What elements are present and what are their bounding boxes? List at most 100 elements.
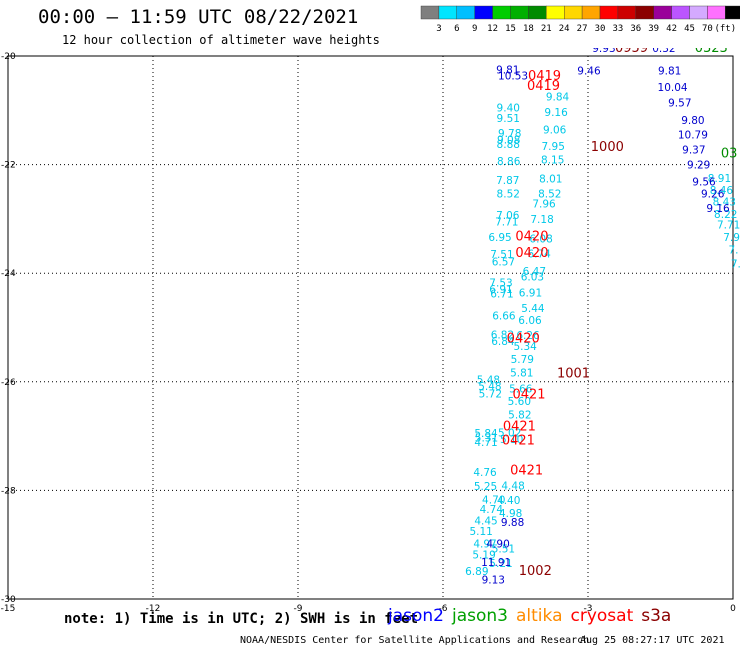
colorbar-swatch — [599, 5, 619, 20]
colorbar-label: 36 — [630, 24, 641, 34]
wave-height-label: 6.91 — [489, 284, 512, 296]
wave-height-label: 10.04 — [658, 82, 688, 94]
wave-height-label: 0421 — [503, 419, 536, 434]
wave-height-label: 9.57 — [668, 98, 691, 110]
legend-jason3: jason3 — [452, 606, 508, 626]
colorbar-label: 27 — [577, 24, 588, 34]
x-tick-label: 0 — [730, 604, 736, 614]
wave-height-label: 0420 — [515, 229, 548, 244]
wave-height-label: 9.46 — [577, 66, 601, 78]
colorbar-label: 9 — [472, 24, 477, 34]
colorbar-swatch — [420, 5, 440, 20]
wave-height-label: 9.40 — [497, 103, 520, 115]
wave-height-label: 4.90 — [486, 539, 509, 551]
wave-height-label: 9.08 — [497, 135, 520, 147]
wave-height-label: 9.84 — [546, 92, 570, 104]
wave-height-label: 1001 — [557, 367, 590, 382]
colorbar-label: 45 — [684, 24, 695, 34]
plot-frame — [7, 55, 734, 600]
wave-height-label: 6.95 — [488, 232, 511, 244]
wave-height-label: 7.51 — [490, 249, 513, 261]
x-tick-label: -15 — [1, 604, 16, 614]
wave-height-label: 4.74 — [480, 504, 504, 516]
wave-height-label: 1002 — [519, 564, 552, 579]
wave-height-label: 8.15 — [541, 155, 564, 167]
wave-height-label: 5.19 — [472, 549, 495, 561]
y-tick-label: -24 — [1, 269, 16, 279]
wave-height-label: 0323 — [695, 41, 728, 56]
wave-height-label: 6.82 — [491, 330, 514, 342]
wave-height-label: 6.91 — [519, 288, 542, 300]
wave-height-label: 4.76 — [473, 467, 497, 479]
colorbar-swatch — [528, 5, 547, 20]
axes: -15 -12 -9 -6 -3 0-20-22-24-26-28-30 — [1, 52, 736, 614]
wave-height-label: 6.06 — [518, 315, 542, 327]
wave-height-label: 6.71 — [490, 288, 513, 300]
wave-height-label: 0419 — [528, 69, 561, 84]
wave-height-label: 7. — [728, 244, 738, 256]
wave-height-label: 0.32 — [652, 43, 675, 55]
wave-height-label: 8.88 — [497, 139, 520, 151]
colorbar-swatch — [581, 5, 601, 20]
colorbar-swatch — [474, 5, 493, 20]
wave-height-label: 4.98 — [499, 508, 522, 520]
colorbar-label: 42 — [666, 24, 677, 34]
colorbar: 3 6 9 12 15 18 21 24 27 30 33 36 39 42 45 70 (ft) — [420, 5, 740, 34]
wave-height-label: 5.60 — [508, 396, 531, 408]
wave-height-label: 9.93 — [592, 43, 615, 55]
wave-height-label: 9.06 — [543, 124, 567, 136]
wave-height-label: 9.16 — [706, 203, 730, 215]
wave-height-label: 8.46 — [710, 185, 734, 197]
wave-height-label: 9.88 — [501, 517, 524, 529]
colorbar-swatch — [725, 5, 740, 20]
note-text: note: 1) Time is in UTC; 2) SWH is in fe… — [64, 611, 419, 627]
wave-height-label: 6.66 — [492, 311, 516, 323]
wave-height-label: 7. — [731, 258, 740, 270]
wave-height-label: 5.51 — [492, 544, 515, 556]
colorbar-swatch — [564, 5, 583, 20]
wave-height-label: 6.57 — [492, 256, 515, 268]
satellite-legend: jason2 jason3 altika cryosat s3a — [388, 606, 679, 626]
wave-height-label: 5.11 — [469, 526, 492, 538]
wave-height-label: 6.08 — [529, 233, 552, 245]
wave-height-label: 10.53 — [498, 71, 528, 83]
credit-text: NOAA/NESDIS Center for Satellite Applica… — [240, 635, 590, 646]
wave-height-label: 7.06 — [496, 210, 520, 222]
wave-height-label: 5.66 — [509, 383, 533, 395]
wave-height-label: 7.9 — [723, 232, 740, 244]
legend-jason2: jason2 — [388, 606, 444, 626]
colorbar-label: 21 — [541, 24, 552, 34]
wave-height-label: 0959 — [615, 41, 648, 56]
wave-height-label: 7.18 — [530, 214, 553, 226]
colorbar-label: 24 — [559, 24, 570, 34]
wave-height-label: 6.89 — [465, 566, 488, 578]
wave-height-label: 4.71 — [474, 437, 497, 449]
wave-height-label: 5.25 — [474, 481, 497, 493]
wave-height-label: 7.96 — [532, 199, 556, 211]
wave-height-label: 0419 — [527, 79, 560, 94]
legend-altika: altika — [516, 606, 563, 626]
x-tick-label: -9 — [294, 604, 303, 614]
colorbar-swatch — [617, 5, 637, 20]
wave-height-label: 9.26 — [701, 188, 725, 200]
wave-height-label: 11.91 — [481, 557, 511, 569]
wave-height-label: 7.71 — [495, 217, 518, 229]
wave-height-label: 4.45 — [474, 515, 497, 527]
wave-height-label: 8.01 — [539, 174, 562, 186]
colorbar-label: 6 — [454, 24, 459, 34]
generated-timestamp: Aug 25 08:27:17 UTC 2021 — [580, 635, 725, 646]
colorbar-label: 15 — [505, 24, 516, 34]
wave-height-label: 9.56 — [692, 176, 716, 188]
colorbar-swatch — [492, 5, 511, 20]
wave-height-label: 5.79 — [511, 354, 534, 366]
wave-height-label: 9.81 — [496, 65, 519, 77]
y-tick-label: -26 — [1, 378, 16, 388]
colorbar-swatch — [707, 5, 726, 20]
wave-height-label: 5.82 — [508, 409, 531, 421]
x-tick-label: -6 — [439, 604, 448, 614]
colorbar-label: 70 — [702, 24, 713, 34]
wave-height-label: 5.48 — [478, 381, 501, 393]
wave-height-label: 6.74 — [527, 249, 551, 261]
wave-height-label: 9.37 — [682, 144, 705, 156]
